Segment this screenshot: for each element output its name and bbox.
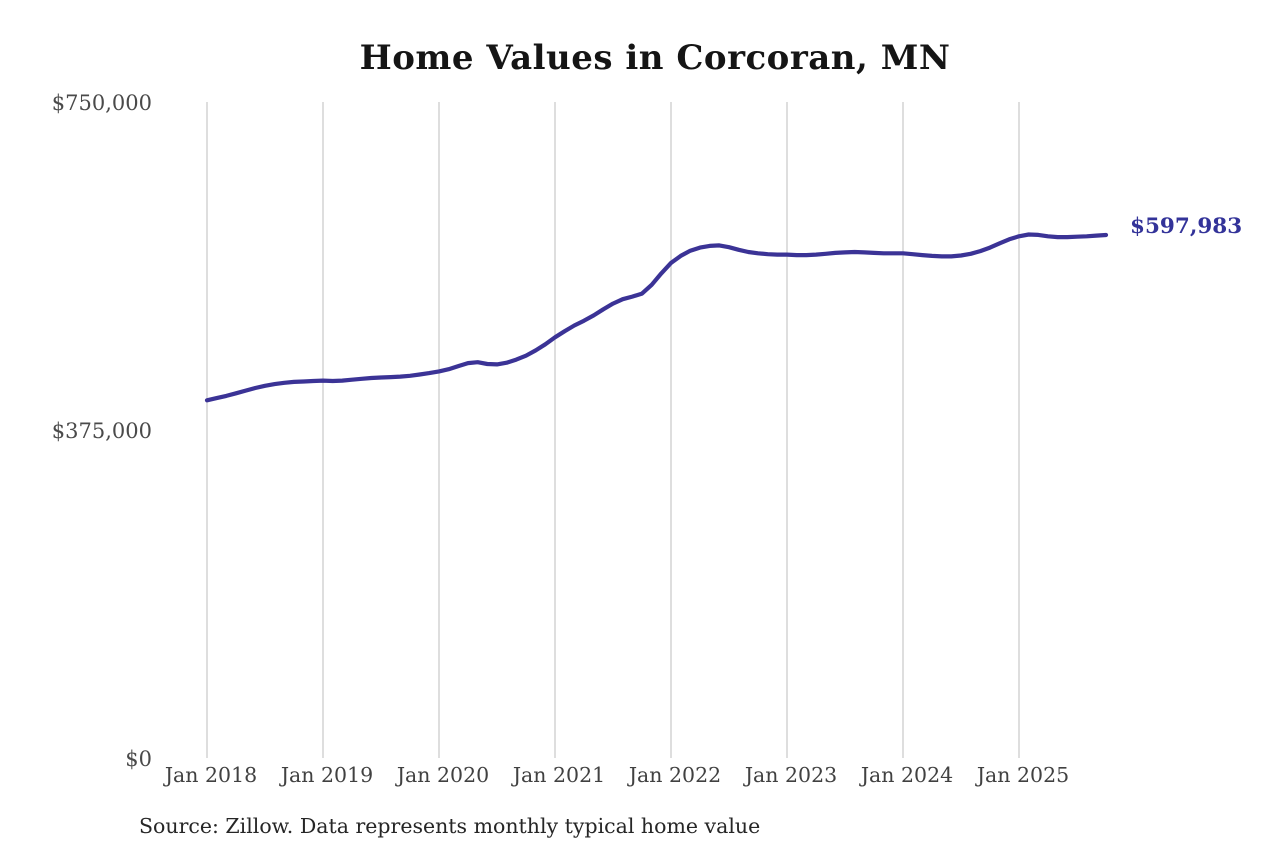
y-axis-tick-label: $0 — [125, 747, 152, 771]
latest-value-label: $597,983 — [1130, 213, 1243, 239]
x-axis-tick-label: Jan 2024 — [860, 763, 954, 787]
source-note: Source: Zillow. Data represents monthly … — [139, 814, 761, 838]
y-axis-tick-label: $750,000 — [51, 91, 152, 115]
home-value-line — [204, 232, 1109, 403]
x-axis-tick-label: Jan 2021 — [512, 763, 606, 787]
x-axis-tick-label: Jan 2020 — [396, 763, 490, 787]
x-axis-tick-label: Jan 2023 — [744, 763, 838, 787]
y-axis-tick-label: $375,000 — [51, 419, 152, 443]
x-axis-tick-label: Jan 2019 — [280, 763, 374, 787]
x-axis-tick-label: Jan 2025 — [976, 763, 1070, 787]
chart-title: Home Values in Corcoran, MN — [359, 38, 951, 78]
x-axis-tick-label: Jan 2018 — [164, 763, 258, 787]
x-axis-tick-label: Jan 2022 — [628, 763, 722, 787]
